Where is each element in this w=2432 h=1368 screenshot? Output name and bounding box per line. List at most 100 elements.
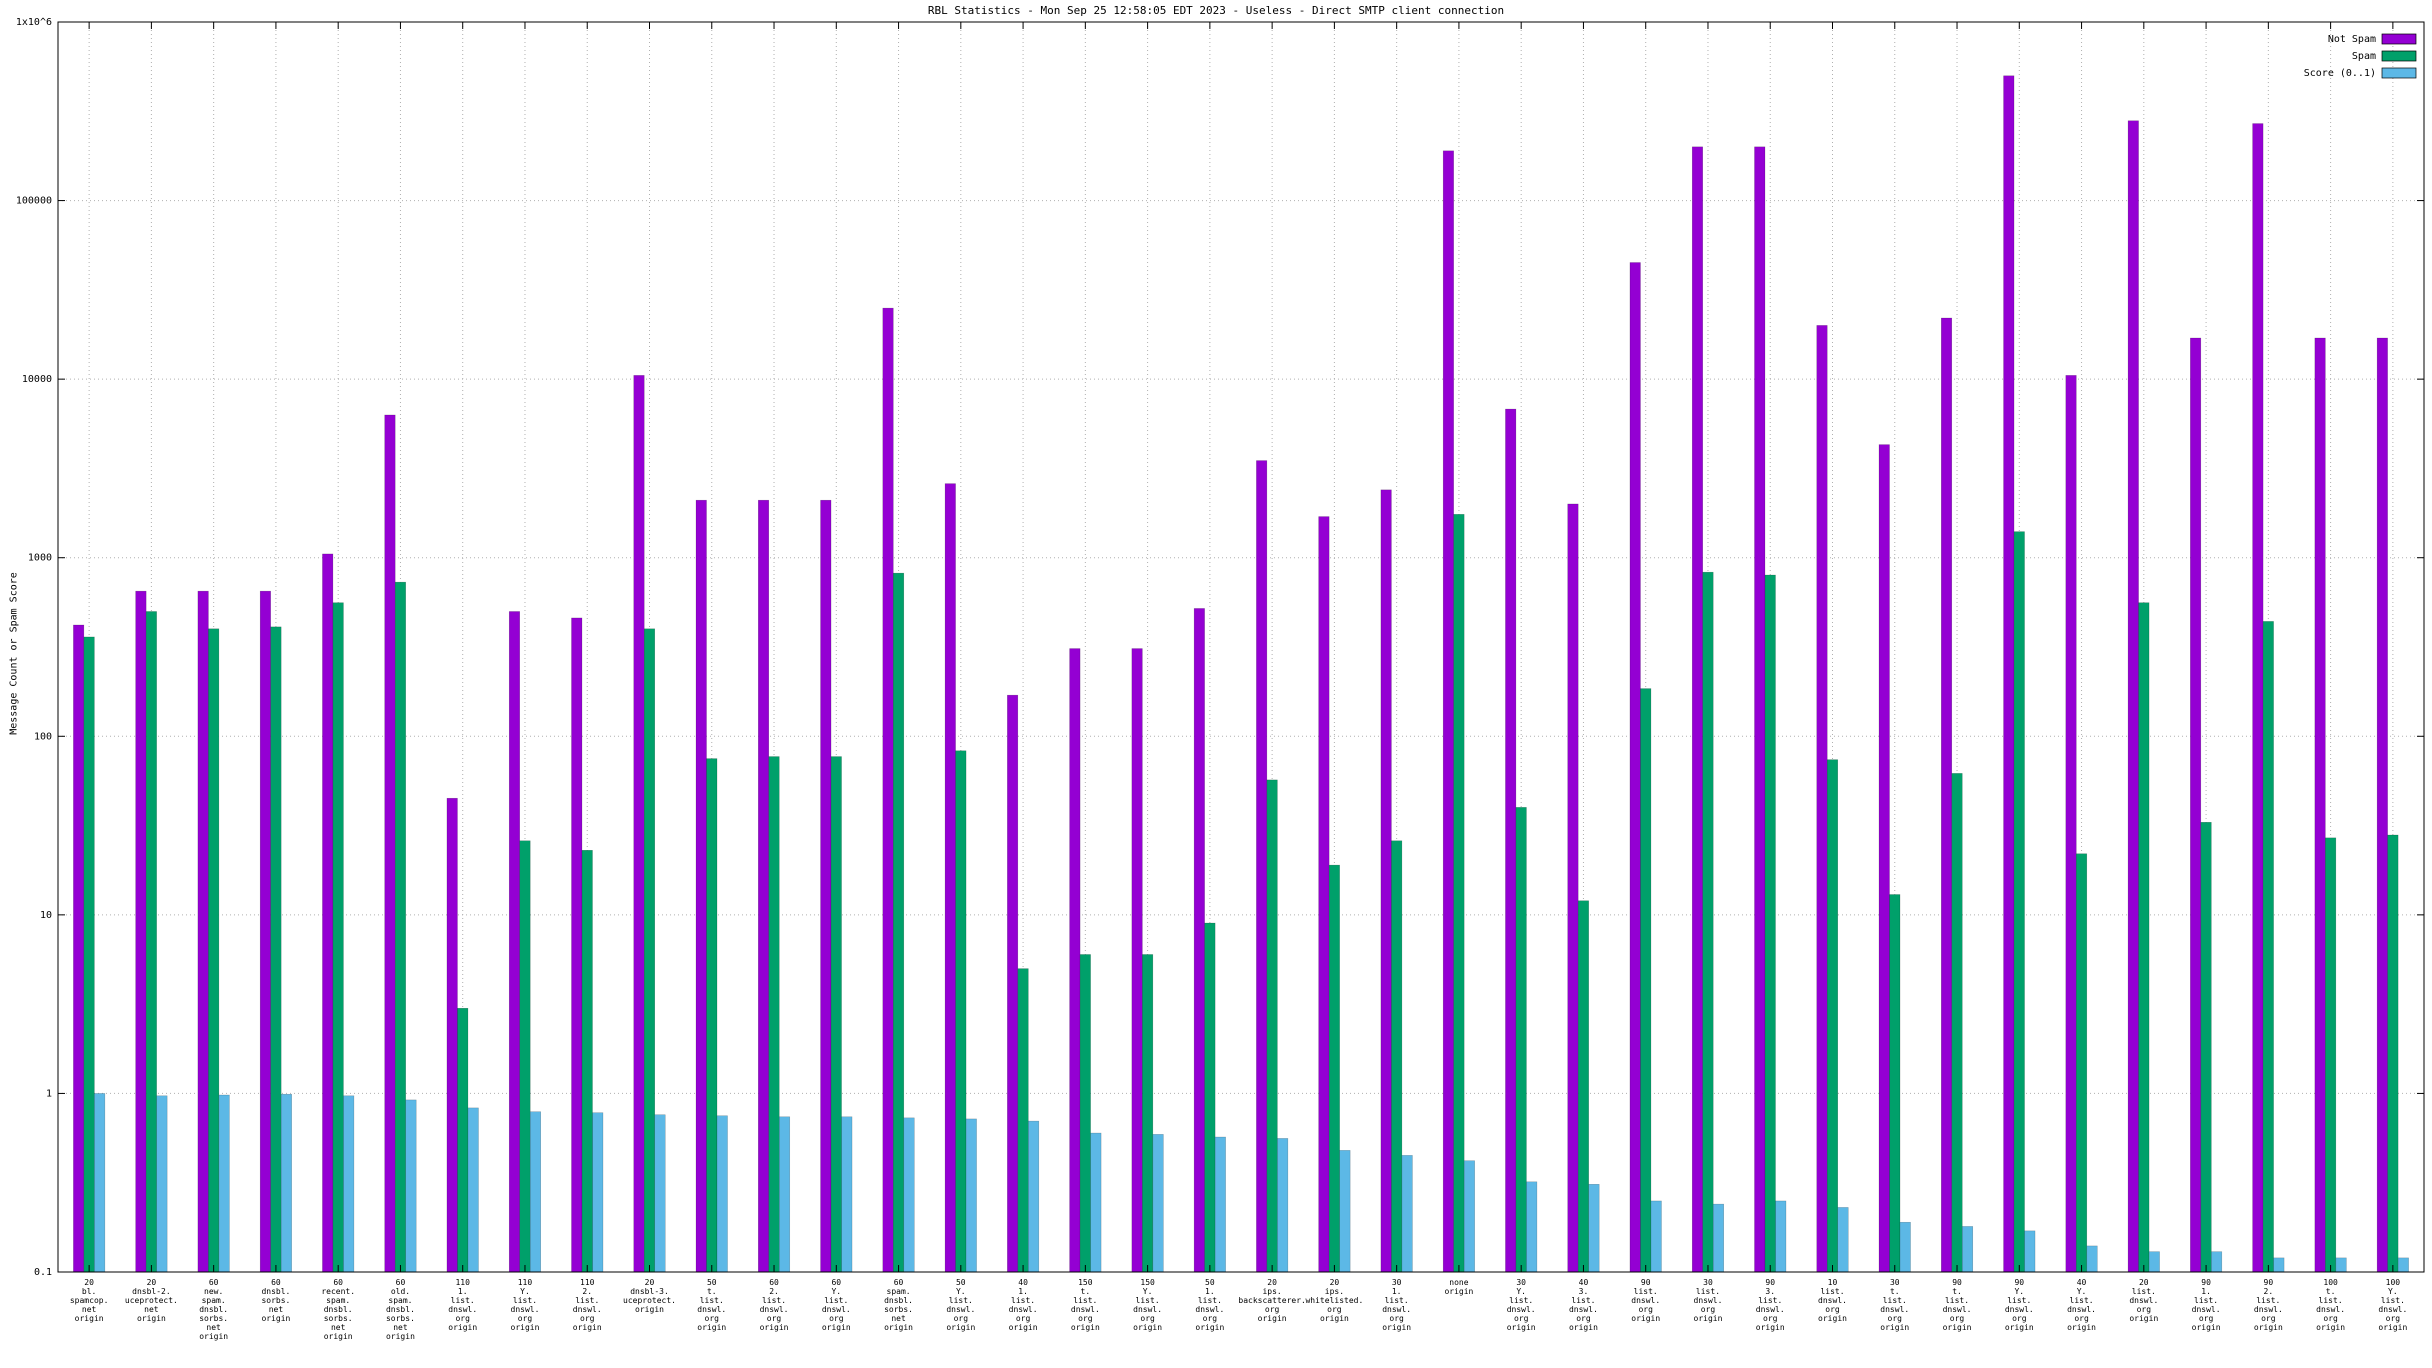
bar-score-0-1 xyxy=(280,1093,292,1273)
x-tick-label: none origin xyxy=(1444,1278,1473,1296)
bar-not-spam xyxy=(1193,608,1205,1273)
legend-label: Spam xyxy=(2352,51,2376,62)
bar-not-spam xyxy=(1318,516,1330,1273)
x-tick-label: 90 list. dnswl. org origin xyxy=(1631,1278,1660,1323)
plot-border xyxy=(57,21,2425,1273)
bar-spam xyxy=(1764,574,1776,1273)
bar-score-0-1 xyxy=(2086,1245,2098,1273)
x-tick-label: 60 recent. spam. dnsbl. sorbs. net origin xyxy=(321,1278,355,1341)
bar-spam xyxy=(1889,894,1901,1273)
bar-score-0-1 xyxy=(2211,1251,2223,1273)
bar-not-spam xyxy=(1069,648,1081,1273)
x-tick-label: 90 3. list. dnswl. org origin xyxy=(1756,1278,1785,1332)
x-tick-label: 110 1. list. dnswl. org origin xyxy=(448,1278,477,1332)
bar-score-0-1 xyxy=(1899,1221,1911,1273)
bar-spam xyxy=(706,758,718,1273)
bar-score-0-1 xyxy=(156,1095,168,1273)
bar-score-0-1 xyxy=(779,1116,791,1273)
y-tick-label: 100 xyxy=(34,731,52,742)
x-tick-label: 40 Y. list. dnswl. org origin xyxy=(2067,1278,2096,1332)
bar-not-spam xyxy=(1941,317,1953,1273)
bar-spam xyxy=(1017,968,1029,1273)
bar-score-0-1 xyxy=(2024,1230,2036,1273)
x-tick-label: 20 dnsbl-3. uceprotect. origin xyxy=(623,1278,676,1314)
x-tick-label: 20 list. dnswl. org origin xyxy=(2129,1278,2158,1323)
bar-spam xyxy=(1827,759,1838,1273)
bar-score-0-1 xyxy=(1588,1184,1600,1273)
bar-not-spam xyxy=(1442,150,1454,1273)
y-tick-label: 100000 xyxy=(16,196,52,207)
bar-score-0-1 xyxy=(1712,1203,1724,1273)
bar-score-0-1 xyxy=(405,1099,417,1273)
bar-not-spam xyxy=(2252,123,2264,1273)
x-tick-label: 90 2. list. dnswl. org origin xyxy=(2254,1278,2283,1332)
bar-not-spam xyxy=(1816,325,1828,1273)
bar-not-spam xyxy=(2376,337,2388,1273)
bar-spam xyxy=(768,756,780,1273)
bar-score-0-1 xyxy=(1650,1200,1662,1273)
bar-score-0-1 xyxy=(1526,1181,1538,1273)
x-tick-label: 40 1. list. dnswl. org origin xyxy=(1009,1278,1038,1332)
bar-not-spam xyxy=(1629,262,1641,1273)
bar-score-0-1 xyxy=(467,1107,479,1273)
bar-score-0-1 xyxy=(1090,1132,1102,1273)
bar-score-0-1 xyxy=(1339,1150,1351,1273)
x-tick-label: 20 bl. spamcop. net origin xyxy=(70,1278,109,1323)
bar-score-0-1 xyxy=(1775,1200,1787,1273)
bar-spam xyxy=(1453,514,1465,1273)
bar-spam xyxy=(1702,571,1714,1273)
bar-spam xyxy=(893,572,905,1273)
bar-not-spam xyxy=(1505,408,1517,1273)
x-tick-label: 60 Y. list. dnswl. org origin xyxy=(822,1278,851,1332)
chart-title: RBL Statistics - Mon Sep 25 12:58:05 EDT… xyxy=(927,4,1505,17)
x-tick-label: 150 t. list. dnswl. org origin xyxy=(1071,1278,1100,1332)
bar-score-0-1 xyxy=(1214,1136,1226,1273)
bar-spam xyxy=(83,636,95,1273)
bar-not-spam xyxy=(1754,146,1766,1273)
bar-spam xyxy=(1204,922,1216,1273)
bar-score-0-1 xyxy=(2148,1251,2160,1273)
bar-spam xyxy=(1515,807,1527,1273)
bar-spam xyxy=(2138,602,2150,1273)
bar-score-0-1 xyxy=(592,1112,604,1273)
x-tick-label: 60 2. list. dnswl. org origin xyxy=(760,1278,789,1332)
bar-not-spam xyxy=(2314,337,2326,1273)
bar-not-spam xyxy=(322,553,334,1273)
y-tick-label: 10 xyxy=(40,910,52,921)
x-tick-label: 10 list. dnswl. org origin xyxy=(1818,1278,1847,1323)
bar-not-spam xyxy=(2003,75,2015,1273)
x-tick-label: 60 new. spam. dnsbl. sorbs. net origin xyxy=(199,1278,228,1341)
bar-spam xyxy=(1266,779,1278,1273)
bar-not-spam xyxy=(633,375,645,1273)
bar-score-0-1 xyxy=(716,1115,728,1273)
bar-score-0-1 xyxy=(654,1114,666,1273)
bar-score-0-1 xyxy=(343,1095,355,1273)
x-tick-label: 20 ips. whitelisted. org origin xyxy=(1305,1278,1363,1323)
y-tick-label: 1000 xyxy=(28,553,52,564)
bar-spam xyxy=(145,611,157,1273)
y-tick-label: 1x10^6 xyxy=(16,17,52,28)
legend-swatch xyxy=(2381,50,2417,62)
x-tick-label: 20 ips. backscatterer. org origin xyxy=(1238,1278,1305,1323)
bar-not-spam xyxy=(446,797,458,1273)
x-tick-label: 30 list. dnswl. org origin xyxy=(1694,1278,1723,1323)
x-tick-label: 30 Y. list. dnswl. org origin xyxy=(1507,1278,1536,1332)
y-tick-label: 10000 xyxy=(22,374,52,385)
x-tick-label: 100 t. list. dnswl. org origin xyxy=(2316,1278,2345,1332)
bar-spam xyxy=(519,840,531,1273)
bar-score-0-1 xyxy=(965,1118,977,1273)
x-tick-label: 20 dnsbl-2. uceprotect. net origin xyxy=(125,1278,178,1323)
bar-spam xyxy=(2200,822,2212,1273)
x-tick-label: 50 t. list. dnswl. org origin xyxy=(697,1278,726,1332)
bar-spam xyxy=(394,581,406,1273)
bar-spam xyxy=(830,756,842,1273)
x-tick-label: 30 t. list. dnswl. org origin xyxy=(1880,1278,1909,1332)
x-tick-label: 50 Y. list. dnswl. org origin xyxy=(946,1278,975,1332)
bar-score-0-1 xyxy=(2273,1257,2285,1273)
bar-score-0-1 xyxy=(218,1094,230,1273)
bar-not-spam xyxy=(882,307,894,1273)
x-tick-label: 30 1. list. dnswl. org origin xyxy=(1382,1278,1411,1332)
bar-score-0-1 xyxy=(1152,1134,1164,1273)
